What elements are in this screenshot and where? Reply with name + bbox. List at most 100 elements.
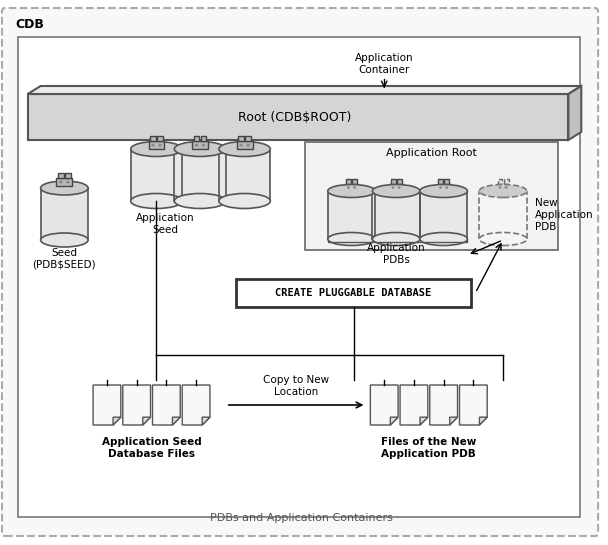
Ellipse shape (420, 185, 468, 197)
Polygon shape (150, 136, 156, 141)
Text: Application Seed
Database Files: Application Seed Database Files (102, 437, 201, 458)
Polygon shape (497, 179, 502, 184)
Polygon shape (57, 178, 72, 186)
Ellipse shape (398, 186, 401, 189)
Polygon shape (237, 141, 252, 149)
Polygon shape (131, 149, 182, 201)
Polygon shape (328, 191, 375, 239)
Polygon shape (389, 184, 403, 191)
Polygon shape (420, 417, 428, 425)
Ellipse shape (131, 142, 182, 156)
Polygon shape (345, 184, 359, 191)
Ellipse shape (328, 233, 375, 245)
Polygon shape (192, 141, 208, 149)
Polygon shape (438, 179, 443, 184)
Polygon shape (28, 86, 581, 94)
Ellipse shape (505, 186, 508, 189)
Polygon shape (238, 136, 244, 141)
Ellipse shape (372, 233, 420, 245)
Polygon shape (219, 149, 271, 201)
Polygon shape (444, 179, 449, 184)
Polygon shape (202, 417, 210, 425)
Polygon shape (390, 417, 398, 425)
Ellipse shape (420, 233, 468, 245)
Ellipse shape (353, 186, 356, 189)
Ellipse shape (479, 185, 527, 197)
Ellipse shape (219, 193, 271, 209)
FancyBboxPatch shape (2, 8, 598, 536)
Text: CDB: CDB (16, 18, 45, 31)
Polygon shape (153, 385, 180, 425)
Text: Seed
(PDB$SEED): Seed (PDB$SEED) (33, 248, 96, 270)
Ellipse shape (240, 144, 243, 147)
Ellipse shape (174, 142, 226, 156)
Polygon shape (113, 417, 121, 425)
Text: Root (CDB$ROOT): Root (CDB$ROOT) (238, 111, 352, 124)
Ellipse shape (158, 144, 162, 147)
Ellipse shape (41, 233, 88, 247)
Polygon shape (157, 136, 163, 141)
Polygon shape (194, 136, 199, 141)
Ellipse shape (439, 186, 442, 189)
Polygon shape (148, 141, 164, 149)
Polygon shape (460, 385, 487, 425)
Text: Application
Container: Application Container (355, 53, 413, 75)
Polygon shape (479, 191, 527, 239)
Text: Files of the New
Application PDB: Files of the New Application PDB (381, 437, 477, 458)
Ellipse shape (445, 186, 448, 189)
Polygon shape (390, 179, 396, 184)
Polygon shape (568, 86, 581, 140)
Ellipse shape (328, 185, 375, 197)
Ellipse shape (131, 193, 182, 209)
Text: Copy to New
Location: Copy to New Location (263, 376, 329, 397)
Text: Application
Seed: Application Seed (136, 213, 195, 234)
Polygon shape (182, 385, 210, 425)
Polygon shape (65, 173, 71, 178)
Polygon shape (372, 191, 420, 239)
Ellipse shape (41, 181, 88, 195)
Ellipse shape (499, 186, 502, 189)
Polygon shape (430, 385, 457, 425)
Polygon shape (143, 417, 151, 425)
Polygon shape (173, 417, 180, 425)
Polygon shape (480, 417, 487, 425)
Polygon shape (370, 385, 398, 425)
Polygon shape (496, 184, 510, 191)
Ellipse shape (151, 144, 154, 147)
Ellipse shape (202, 144, 206, 147)
Polygon shape (41, 188, 88, 240)
Ellipse shape (392, 186, 395, 189)
Polygon shape (174, 149, 226, 201)
Ellipse shape (66, 181, 69, 184)
Polygon shape (123, 385, 151, 425)
Text: New
Application
PDB: New Application PDB (535, 198, 593, 232)
Polygon shape (346, 179, 351, 184)
Ellipse shape (195, 144, 198, 147)
Ellipse shape (219, 142, 271, 156)
Polygon shape (58, 173, 64, 178)
Bar (305, 142, 558, 250)
Polygon shape (503, 179, 509, 184)
Polygon shape (396, 179, 402, 184)
Polygon shape (245, 136, 251, 141)
Ellipse shape (479, 233, 527, 245)
Polygon shape (450, 417, 457, 425)
Bar (236, 279, 471, 307)
Polygon shape (437, 184, 451, 191)
Text: CREATE PLUGGABLE DATABASE: CREATE PLUGGABLE DATABASE (275, 288, 432, 298)
Polygon shape (93, 385, 121, 425)
Ellipse shape (347, 186, 350, 189)
Polygon shape (201, 136, 206, 141)
Ellipse shape (246, 144, 250, 147)
Text: Application
PDBs: Application PDBs (367, 243, 426, 265)
Polygon shape (352, 179, 357, 184)
Ellipse shape (372, 185, 420, 197)
Text: Application Root: Application Root (386, 148, 477, 158)
Polygon shape (400, 385, 428, 425)
Bar (18, 37, 580, 517)
Ellipse shape (59, 181, 63, 184)
Text: PDBs and Application Containers: PDBs and Application Containers (210, 513, 393, 523)
Polygon shape (420, 191, 468, 239)
Ellipse shape (174, 193, 226, 209)
Polygon shape (28, 94, 568, 140)
